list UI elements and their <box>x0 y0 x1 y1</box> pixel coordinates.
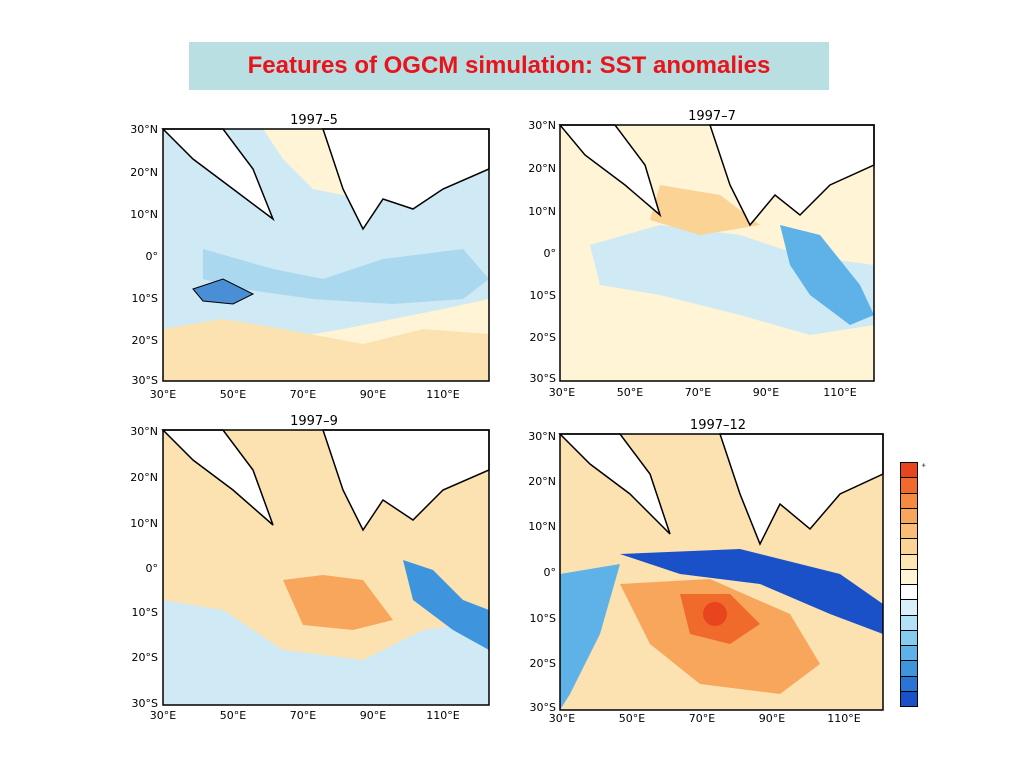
lon-label: 30°E <box>149 709 177 722</box>
lat-label: 10°S <box>529 289 556 302</box>
lat-label: 20°S <box>131 651 158 664</box>
slide-title-box: Features of OGCM simulation: SST anomali… <box>189 42 829 90</box>
panel-title: 1997–5 <box>290 113 338 128</box>
lon-label: 50°E <box>616 386 644 399</box>
lat-label: 30°N <box>528 430 556 443</box>
lon-label: 90°E <box>359 388 387 401</box>
lat-label: 10°N <box>130 208 158 221</box>
lon-label: 50°E <box>618 712 646 725</box>
lon-label: 30°E <box>548 386 576 399</box>
legend-swatch <box>900 477 918 494</box>
legend-swatch <box>900 660 918 677</box>
lat-label: 30°N <box>130 425 158 438</box>
lat-label: 20°N <box>528 162 556 175</box>
lat-label: 10°N <box>528 205 556 218</box>
legend-swatch <box>900 553 918 570</box>
lat-label: 0° <box>145 562 159 575</box>
lon-label: 90°E <box>359 709 387 722</box>
lat-label: 20°N <box>130 471 158 484</box>
lon-label: 70°E <box>688 712 716 725</box>
legend-swatch <box>900 538 918 555</box>
lon-label: 50°E <box>219 709 247 722</box>
legend-swatch <box>900 507 918 524</box>
lat-label: 20°N <box>130 166 158 179</box>
lat-label: 20°S <box>529 657 556 670</box>
lat-label: 10°N <box>130 517 158 530</box>
lat-label: 20°S <box>131 334 158 347</box>
legend-swatch <box>900 645 918 662</box>
sst-map-may <box>161 128 490 382</box>
sst-map-sep <box>161 429 490 706</box>
lat-label: 30°S <box>131 697 158 710</box>
legend-swatch <box>900 584 918 601</box>
lon-label: 90°E <box>758 712 786 725</box>
panel-title: 1997–12 <box>689 418 747 433</box>
lon-label: 30°E <box>149 388 177 401</box>
lon-label: 110°E <box>827 712 861 725</box>
lat-label: 10°S <box>131 606 158 619</box>
lat-label: 20°S <box>529 331 556 344</box>
lon-label: 90°E <box>752 386 780 399</box>
lat-label: 10°S <box>529 612 556 625</box>
slide-title: Features of OGCM simulation: SST anomali… <box>247 52 771 79</box>
lon-label: 70°E <box>289 709 317 722</box>
lat-label: 30°S <box>131 374 158 387</box>
legend-swatch <box>900 492 918 509</box>
legend-swatch <box>900 629 918 646</box>
lon-label: 70°E <box>289 388 317 401</box>
lat-label: 10°N <box>528 520 556 533</box>
legend-swatch <box>900 675 918 692</box>
lat-label: 30°S <box>529 701 556 714</box>
lat-label: 30°N <box>130 123 158 136</box>
legend-swatch <box>900 614 918 631</box>
sst-map-dec <box>558 433 884 711</box>
lat-label: 0° <box>145 250 159 263</box>
lon-label: 110°E <box>426 388 460 401</box>
legend-swatch <box>900 462 918 479</box>
legend-swatch <box>900 599 918 616</box>
lat-label: 20°N <box>528 475 556 488</box>
lat-label: 30°S <box>529 372 556 385</box>
lon-label: 110°E <box>823 386 857 399</box>
legend-swatch <box>900 568 918 585</box>
color-legend: + <box>900 462 948 707</box>
legend-swatch <box>900 690 918 707</box>
lon-label: 110°E <box>426 709 460 722</box>
lat-label: 0° <box>543 247 557 260</box>
legend-swatch <box>900 523 918 540</box>
lat-label: 30°N <box>528 119 556 132</box>
lat-label: 0° <box>543 566 557 579</box>
lon-label: 30°E <box>548 712 576 725</box>
sst-map-jul <box>558 124 875 382</box>
lon-label: 70°E <box>684 386 712 399</box>
lon-label: 50°E <box>219 388 247 401</box>
panel-title: 1997–7 <box>688 109 736 124</box>
lat-label: 10°S <box>131 292 158 305</box>
legend-label: + <box>920 463 928 468</box>
panel-title: 1997–9 <box>290 414 338 429</box>
